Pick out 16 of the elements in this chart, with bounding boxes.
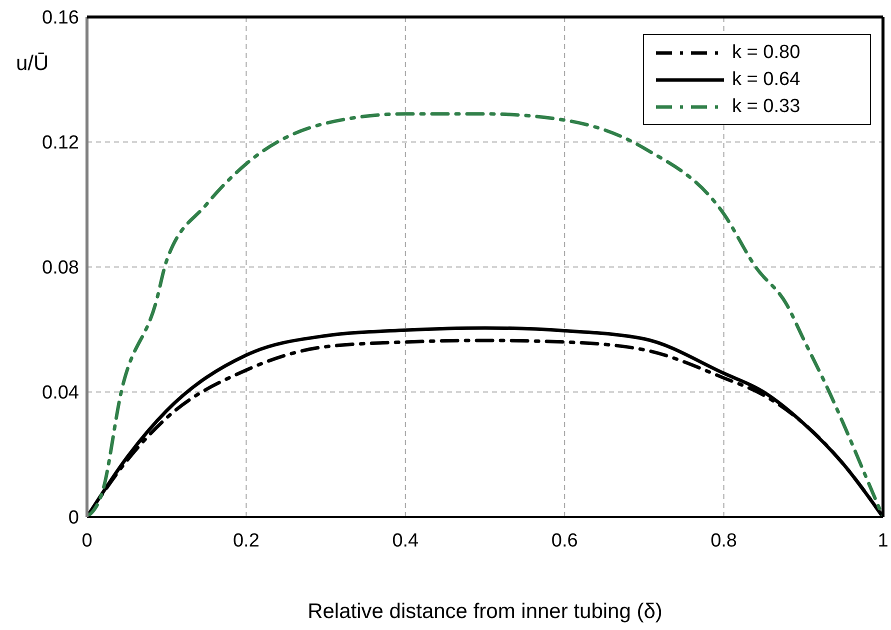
y-tick-label: 0.04 bbox=[42, 382, 80, 404]
legend-label: k = 0.33 bbox=[732, 96, 800, 118]
x-tick-label: 1 bbox=[878, 530, 888, 552]
y-tick-label: 0 bbox=[68, 508, 79, 529]
x-tick-label: 0.4 bbox=[392, 530, 420, 552]
x-tick-label: 0.8 bbox=[710, 530, 738, 552]
x-tick-label: 0.2 bbox=[232, 530, 260, 552]
legend-label: k = 0.64 bbox=[732, 68, 800, 90]
y-tick-label: 0.08 bbox=[42, 258, 79, 279]
y-axis-title: u/Ū bbox=[16, 52, 49, 76]
legend-label: k = 0.80 bbox=[732, 42, 800, 64]
x-axis-title: Relative distance from inner tubing (δ) bbox=[308, 600, 662, 623]
y-tick-label: 0.12 bbox=[42, 132, 79, 154]
y-tick-label: 0.16 bbox=[42, 8, 79, 29]
x-tick-label: 0 bbox=[82, 530, 92, 552]
x-tick-label: 0.6 bbox=[551, 530, 578, 552]
